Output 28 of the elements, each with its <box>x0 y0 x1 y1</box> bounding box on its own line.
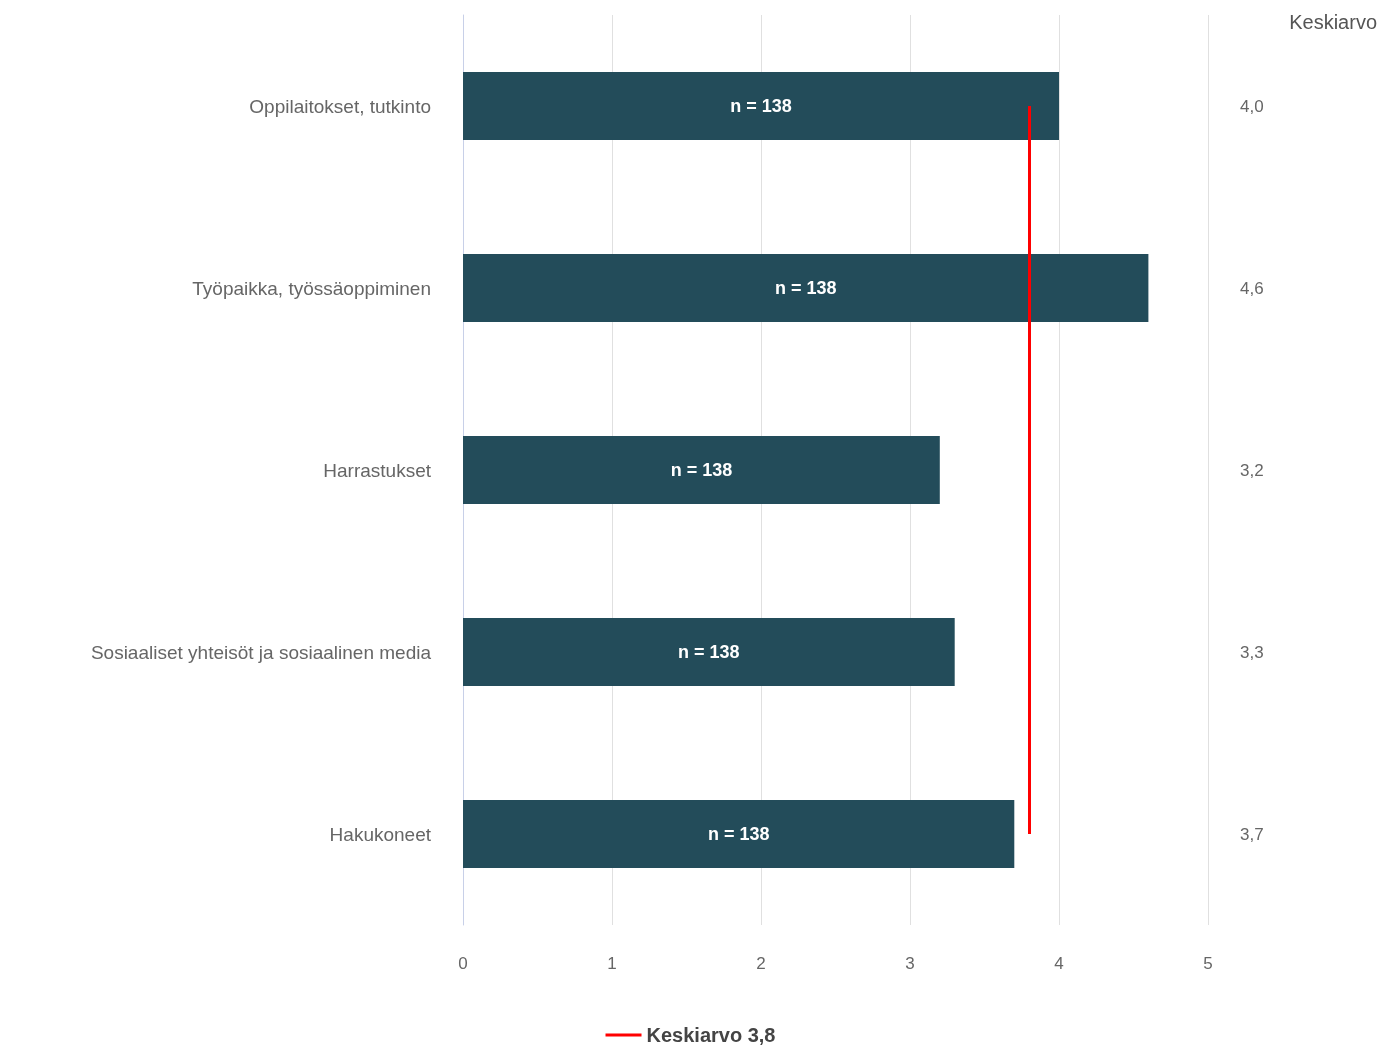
data-label: 4,0 <box>1240 96 1264 116</box>
bar <box>463 618 955 686</box>
data-label: 4,6 <box>1240 278 1264 298</box>
legend-label: Keskiarvo 3,8 <box>646 1024 776 1046</box>
x-tick-label: 2 <box>756 954 766 973</box>
text: Keskiarvo <box>1289 11 1377 33</box>
y-tick-label: Työpaikka, työssäoppiminen <box>192 277 431 299</box>
y-tick-label: Harrastukset <box>323 459 432 481</box>
annotation: n = 138 <box>707 824 770 844</box>
bar <box>463 72 1059 140</box>
annotation: n = 138 <box>670 460 733 480</box>
x-tick-label: 0 <box>458 954 468 973</box>
annotation: n = 138 <box>678 642 740 662</box>
y-tick-label: Hakukoneet <box>329 823 432 845</box>
x-tick-label: 1 <box>607 954 617 973</box>
bar <box>463 436 940 504</box>
x-tick-label: 4 <box>1054 954 1064 973</box>
y-tick-label: Sosiaaliset yhteisöt ja sosiaalinen media <box>90 641 432 663</box>
bar <box>463 254 1149 322</box>
x-tick-label: 5 <box>1203 954 1213 973</box>
x-tick-label: 3 <box>905 954 915 973</box>
data-label: 3,7 <box>1240 824 1264 844</box>
annotation: n = 138 <box>774 278 837 298</box>
annotation: n = 138 <box>730 96 792 116</box>
y-tick-label: Oppilaitokset, tutkinto <box>249 95 431 117</box>
bar <box>463 800 1015 868</box>
data-label: 3,3 <box>1240 642 1264 662</box>
data-label: 3,2 <box>1240 460 1264 480</box>
